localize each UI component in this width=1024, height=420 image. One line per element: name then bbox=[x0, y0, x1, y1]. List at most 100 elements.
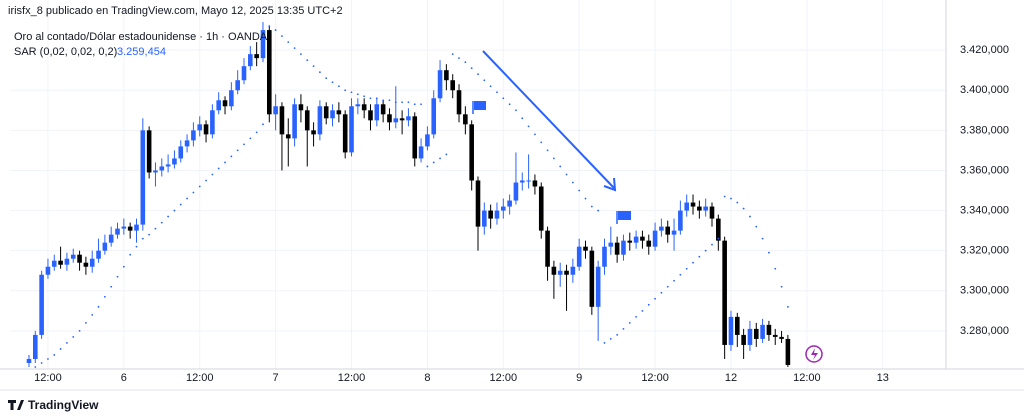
sar-dot bbox=[590, 205, 593, 208]
x-tick-label: 9 bbox=[576, 372, 582, 384]
candle-body bbox=[488, 210, 493, 219]
indicator-value: 3.259,454 bbox=[117, 46, 166, 58]
indicator-name: SAR (0,02, 0,02, 0,2) bbox=[14, 46, 117, 58]
candle-body bbox=[500, 206, 506, 211]
sar-dot bbox=[337, 85, 340, 88]
sar-dot bbox=[160, 221, 163, 224]
candle-body bbox=[134, 224, 139, 231]
candle-body bbox=[621, 240, 626, 255]
candle-body bbox=[298, 104, 304, 111]
sar-dot bbox=[432, 161, 435, 164]
sar-dot bbox=[382, 99, 385, 102]
candle-body bbox=[595, 266, 601, 307]
sar-dot bbox=[255, 131, 258, 134]
candle-body bbox=[741, 334, 746, 345]
sar-dot bbox=[300, 53, 302, 56]
sar-dot bbox=[774, 267, 777, 270]
sar-dot bbox=[736, 201, 739, 204]
candle-body bbox=[652, 230, 658, 247]
sar-dot bbox=[34, 366, 37, 368]
sar-dot bbox=[761, 237, 764, 240]
sar-dot bbox=[262, 123, 264, 126]
candle-body bbox=[444, 70, 449, 81]
sar-dot bbox=[192, 191, 195, 194]
candle-body bbox=[380, 104, 386, 115]
sar-dot bbox=[489, 85, 492, 88]
candle-body bbox=[722, 240, 727, 345]
candle-body bbox=[779, 336, 784, 339]
x-tick-label: 8 bbox=[424, 372, 430, 384]
sar-dot bbox=[394, 101, 397, 104]
sar-dot bbox=[749, 215, 751, 218]
candle-body bbox=[406, 116, 411, 121]
candle-body bbox=[311, 130, 316, 135]
candle-body bbox=[140, 130, 146, 225]
candle-body bbox=[273, 106, 278, 115]
sar-dot bbox=[673, 279, 675, 282]
sar-dot bbox=[527, 125, 530, 128]
symbol-title: Oro al contado/Dólar estadounidense · 1h… bbox=[14, 31, 268, 43]
y-tick-label: 3.380,000 bbox=[960, 124, 1009, 136]
sar-dot bbox=[224, 161, 226, 164]
candle-body bbox=[627, 240, 633, 243]
sar-dot bbox=[356, 93, 359, 96]
sar-dot bbox=[641, 309, 644, 312]
sar-dot bbox=[464, 61, 467, 64]
candle-body bbox=[51, 260, 57, 267]
sar-dot bbox=[439, 157, 441, 160]
sar-dot bbox=[540, 141, 543, 144]
candle-body bbox=[716, 218, 721, 241]
candle-body bbox=[26, 358, 32, 363]
candle-body bbox=[665, 226, 671, 235]
candle-body bbox=[58, 260, 63, 265]
candle-body bbox=[153, 170, 158, 173]
sar-dot bbox=[91, 313, 94, 316]
candle-body bbox=[507, 200, 512, 207]
candle-body bbox=[210, 110, 215, 135]
sar-dot bbox=[413, 103, 416, 106]
sar-dot bbox=[312, 65, 315, 68]
candle-body bbox=[734, 316, 740, 335]
sar-dot bbox=[534, 133, 536, 136]
candle-body bbox=[538, 186, 544, 231]
sar-dot bbox=[110, 285, 113, 288]
x-tick-label: 12:00 bbox=[793, 372, 821, 384]
candle-body bbox=[77, 254, 82, 263]
sar-dot bbox=[768, 251, 770, 254]
sar-dot bbox=[470, 67, 473, 70]
candle-body bbox=[368, 110, 373, 121]
sar-dot bbox=[451, 53, 454, 56]
candle-body bbox=[469, 124, 474, 181]
sar-dot bbox=[122, 265, 125, 268]
candle-body bbox=[412, 116, 418, 159]
sar-dot bbox=[154, 227, 157, 230]
sar-dot bbox=[53, 354, 56, 356]
sar-dot bbox=[559, 165, 562, 168]
candle-body bbox=[589, 250, 595, 307]
candle-body bbox=[614, 242, 620, 255]
candle-body bbox=[279, 106, 285, 135]
candle-body bbox=[102, 242, 108, 251]
sar-dot bbox=[205, 179, 207, 182]
candle-body bbox=[519, 180, 525, 183]
alert-icon[interactable] bbox=[805, 345, 823, 363]
candle-body bbox=[115, 228, 120, 235]
sar-dot bbox=[679, 273, 682, 276]
sar-dot bbox=[293, 47, 296, 50]
sar-dot bbox=[483, 79, 486, 82]
sar-dot bbox=[401, 101, 404, 104]
sar-dot bbox=[167, 215, 170, 218]
candle-body bbox=[678, 210, 683, 231]
sar-dot bbox=[521, 117, 524, 120]
y-tick-label: 3.340,000 bbox=[960, 204, 1009, 216]
sar-dot bbox=[103, 295, 106, 298]
candle-body bbox=[159, 166, 165, 171]
y-tick-label: 3.420,000 bbox=[960, 44, 1009, 56]
sar-dot bbox=[565, 173, 568, 176]
sar-dot bbox=[78, 329, 81, 332]
candle-body bbox=[671, 230, 677, 235]
y-tick-label: 3.360,000 bbox=[960, 164, 1009, 176]
sar-dot bbox=[515, 109, 517, 112]
candle-body bbox=[184, 140, 190, 147]
